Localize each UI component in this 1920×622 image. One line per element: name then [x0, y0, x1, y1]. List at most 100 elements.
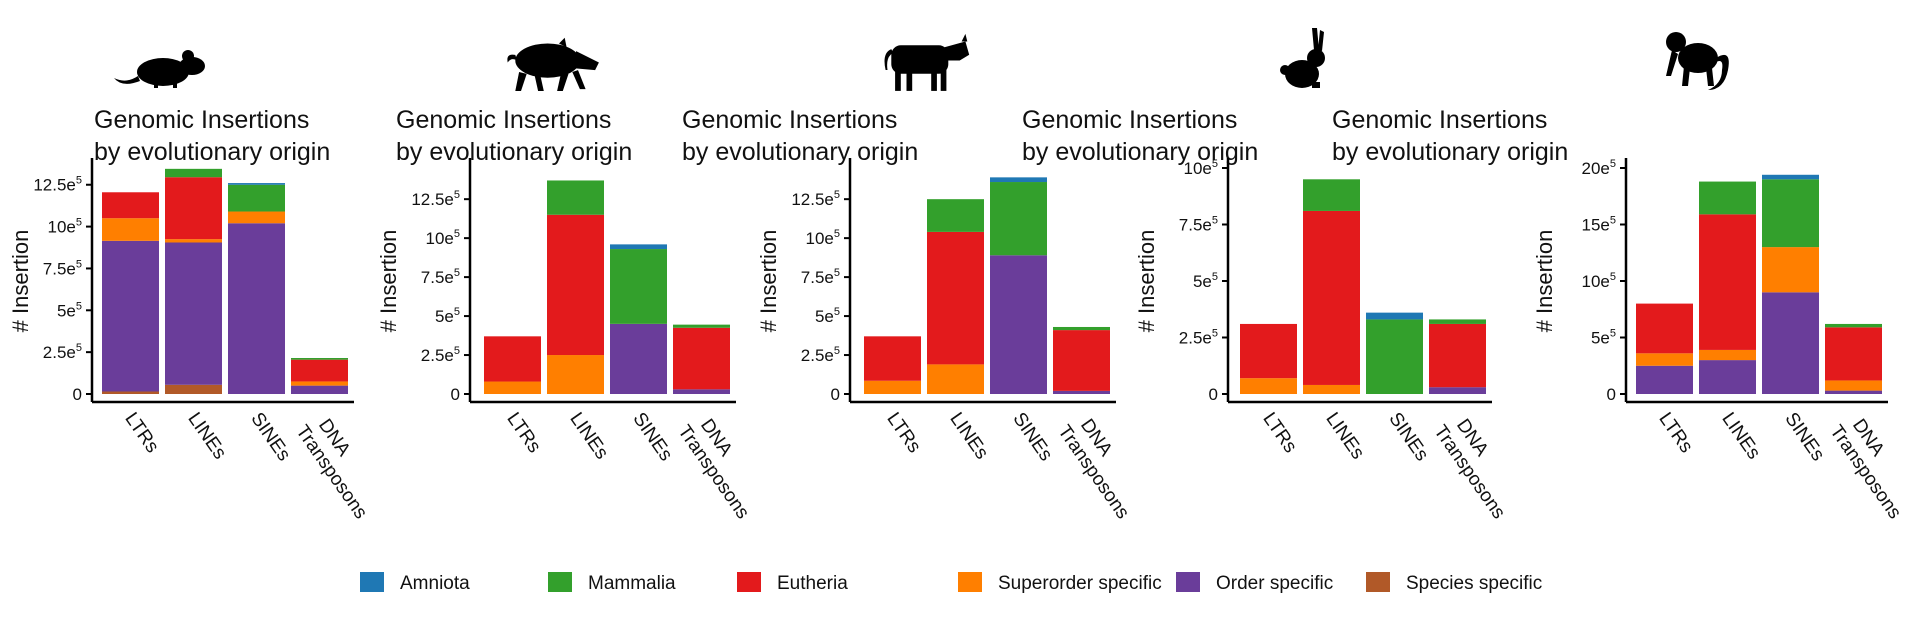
- y-tick-label: 7.5e5: [43, 258, 82, 278]
- bar-segment: [1303, 179, 1360, 211]
- bar-segment: [1699, 360, 1756, 394]
- x-tick-label: LTRs: [1654, 409, 1696, 457]
- legend-label: Amniota: [400, 573, 470, 594]
- x-tick-label: DNATransposons: [1429, 409, 1527, 523]
- bar-segment: [291, 385, 348, 394]
- y-tick-label: 5e5: [57, 300, 82, 320]
- bar-segment: [547, 214, 604, 356]
- bar-segment: [1699, 214, 1756, 350]
- bar-segment: [165, 168, 222, 178]
- y-tick-label: 7.5e5: [1179, 215, 1218, 235]
- x-tick-label: SINEs: [628, 409, 676, 465]
- bar-segment: [547, 355, 604, 394]
- y-tick-label: 15e5: [1582, 215, 1617, 235]
- bar-segment: [673, 389, 730, 394]
- chart-panel: Genomic Insertions by evolutionary origin…: [1022, 28, 1527, 523]
- legend-item: Eutheria: [737, 572, 848, 594]
- bar-segment: [1762, 247, 1819, 293]
- y-tick-label: 5e5: [1193, 271, 1218, 291]
- bar-segment: [1825, 380, 1882, 391]
- boar-icon: [507, 37, 599, 91]
- bar-segment: [291, 381, 348, 386]
- bar-segment: [990, 255, 1047, 394]
- bar-segment: [1825, 323, 1882, 328]
- legend-swatch: [737, 572, 761, 592]
- x-tick-label: LTRs: [120, 409, 162, 457]
- mouse-icon: [114, 50, 205, 88]
- y-axis-label: # Insertion: [1134, 230, 1159, 333]
- bar-segment: [1699, 181, 1756, 215]
- chart-panel: Genomic Insertions by evolutionary origin…: [376, 37, 753, 523]
- chart-title-line: Genomic Insertions: [1332, 106, 1547, 134]
- x-tick-label: LINEs: [565, 409, 612, 463]
- y-axis-label: # Insertion: [1532, 230, 1557, 333]
- y-axis-label: # Insertion: [8, 230, 33, 333]
- bar-segment: [610, 249, 667, 324]
- bar-segment: [1429, 323, 1486, 388]
- chart-title-line: by evolutionary origin: [682, 138, 918, 166]
- x-tick-label: LINEs: [1321, 409, 1368, 463]
- legend-label: Order specific: [1216, 573, 1333, 594]
- legend-item: Species specific: [1366, 572, 1542, 594]
- legend-label: Species specific: [1406, 573, 1542, 594]
- bar-segment: [165, 239, 222, 243]
- bar-segment: [927, 231, 984, 365]
- bar-segment: [102, 218, 159, 241]
- bar-segment: [1636, 353, 1693, 366]
- x-tick-label: SINEs: [246, 409, 294, 465]
- bar-segment: [291, 359, 348, 382]
- chart-title-line: Genomic Insertions: [682, 106, 897, 134]
- bar-segment: [1240, 378, 1297, 394]
- y-tick-label: 2.5e5: [801, 345, 840, 365]
- bar-segment: [610, 323, 667, 394]
- bar-segment: [1825, 390, 1882, 394]
- bar-segment: [1825, 327, 1882, 381]
- bar-segment: [673, 324, 730, 328]
- y-tick-label: 2.5e5: [43, 342, 82, 362]
- chart-title-line: Genomic Insertions: [94, 106, 309, 134]
- bar-segment: [102, 391, 159, 394]
- bar-segment: [228, 183, 285, 185]
- x-tick-label: DNATransposons: [1053, 409, 1151, 523]
- y-tick-label: 0: [73, 385, 82, 404]
- chart-title-line: by evolutionary origin: [94, 138, 330, 166]
- y-axis-label: # Insertion: [756, 230, 781, 333]
- bar-segment: [1053, 390, 1110, 394]
- legend-item: Superorder specific: [958, 572, 1162, 594]
- chart-title-line: by evolutionary origin: [396, 138, 632, 166]
- x-tick-label: SINEs: [1780, 409, 1828, 465]
- y-tick-label: 12.5e5: [791, 189, 840, 209]
- x-tick-label: LINEs: [183, 409, 230, 463]
- bar-segment: [484, 336, 541, 382]
- bar-segment: [673, 327, 730, 390]
- bar-segment: [1636, 303, 1693, 354]
- bar-segment: [165, 177, 222, 240]
- x-tick-label: LINEs: [945, 409, 992, 463]
- y-axis-label: # Insertion: [376, 230, 401, 333]
- y-tick-label: 7.5e5: [421, 267, 460, 287]
- bar-segment: [1366, 319, 1423, 394]
- chart-title-line: by evolutionary origin: [1022, 138, 1258, 166]
- x-tick-label: DNATransposons: [1825, 409, 1920, 523]
- chart-panel: Genomic Insertions by evolutionary origin…: [1332, 32, 1920, 523]
- bar-segment: [228, 223, 285, 394]
- bar-segment: [1699, 349, 1756, 361]
- legend-item: Amniota: [360, 572, 470, 594]
- bar-segment: [1762, 179, 1819, 248]
- bar-segment: [1762, 292, 1819, 394]
- bar-segment: [1429, 387, 1486, 394]
- y-tick-label: 20e5: [1582, 158, 1617, 178]
- bar-segment: [291, 358, 348, 360]
- x-tick-label: LTRs: [882, 409, 924, 457]
- x-tick-label: LTRs: [502, 409, 544, 457]
- y-tick-label: 0: [831, 385, 840, 404]
- y-tick-label: 5e5: [435, 306, 460, 326]
- bar-segment: [484, 381, 541, 394]
- bar-segment: [1303, 210, 1360, 385]
- bar-segment: [990, 182, 1047, 256]
- chart-title-line: Genomic Insertions: [396, 106, 611, 134]
- bar-segment: [547, 180, 604, 215]
- monkey-icon: [1666, 32, 1729, 90]
- bar-segment: [1429, 319, 1486, 324]
